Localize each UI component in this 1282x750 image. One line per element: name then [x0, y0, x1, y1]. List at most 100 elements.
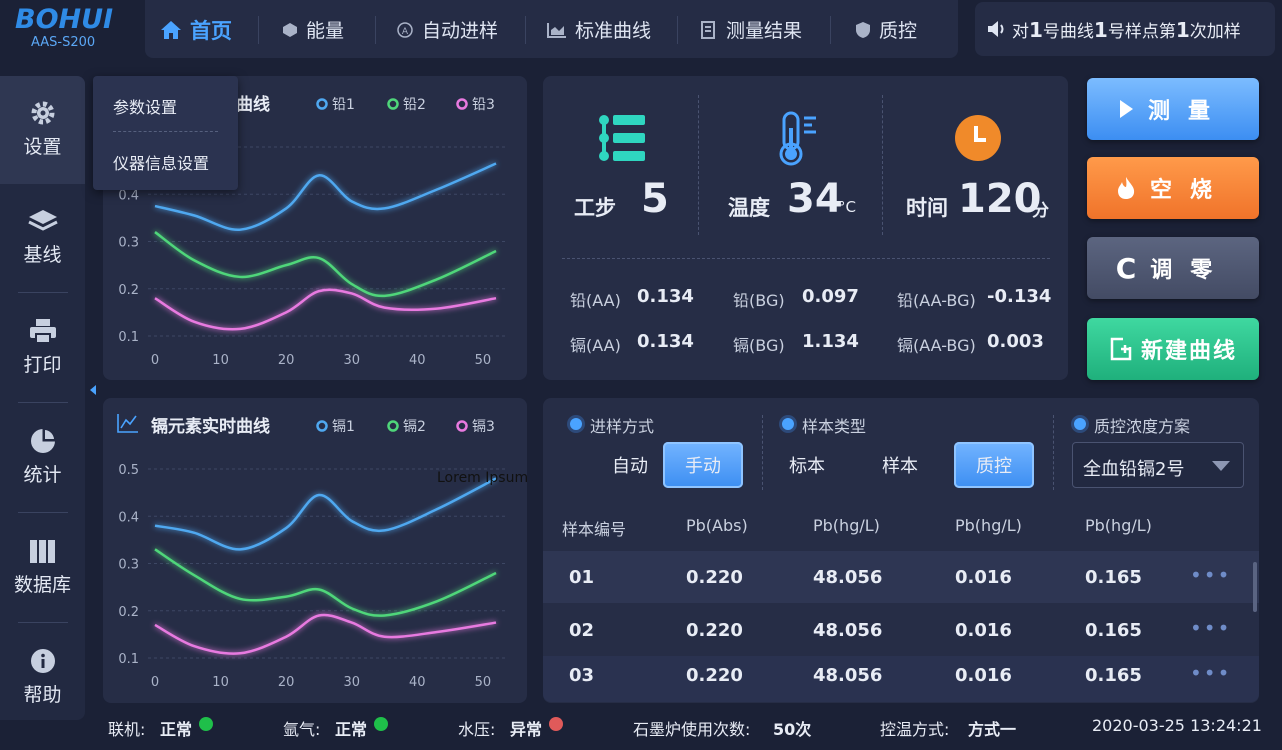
table-cell: 02: [569, 620, 595, 641]
select-box[interactable]: 全血铅镉2号: [1072, 442, 1244, 488]
x-tick-label: 50: [475, 675, 492, 690]
menu-item[interactable]: 仪器信息设置: [113, 154, 210, 173]
status-label: 水压:: [458, 720, 496, 739]
scrollbar[interactable]: [1253, 562, 1257, 612]
series-line: [154, 231, 497, 298]
select-value: 全血铅镉2号: [1083, 459, 1185, 480]
x-tick-label: 30: [343, 675, 360, 690]
radio-dot[interactable]: [570, 418, 582, 430]
legend-marker: [456, 420, 468, 432]
step-icon: [599, 115, 645, 161]
option-button[interactable]: 样本: [882, 456, 918, 477]
table-cell: 0.220: [686, 567, 743, 588]
status-value: 异常: [510, 720, 543, 739]
speaker-icon: [988, 21, 1004, 37]
group-title: 样本类型: [802, 417, 867, 436]
side-item[interactable]: 统计: [0, 404, 85, 512]
reading-value: 0.097: [802, 286, 859, 307]
radio-dot[interactable]: [782, 418, 794, 430]
menu-divider: [113, 131, 218, 132]
chart-panel: 镉元素实时曲线 镉1 镉2 镉3 0.1 0.2 0.3 0.4 0.5 0 10 20 30 40 50 L…: [103, 398, 528, 703]
reading-value: 0.003: [987, 331, 1044, 352]
status-value: 50次: [773, 720, 812, 739]
status-label: 氩气:: [283, 720, 321, 739]
side-item[interactable]: 设置: [0, 76, 85, 184]
menu-item[interactable]: 参数设置: [113, 98, 178, 117]
nav-item[interactable]: A 自动进样: [396, 16, 498, 43]
row-menu[interactable]: •••: [1190, 661, 1232, 685]
status-dot: [374, 717, 388, 731]
table-header: Pb(hg/L): [955, 516, 1022, 535]
option-button[interactable]: 手动: [663, 442, 743, 488]
table-row-bg: [543, 656, 1259, 702]
row-menu[interactable]: •••: [1190, 616, 1232, 640]
side-item[interactable]: 数据库: [0, 514, 85, 622]
table-cell: 01: [569, 567, 595, 588]
radio-dot[interactable]: [1074, 418, 1086, 430]
legend-label: 铅3: [472, 97, 495, 113]
stat-label: 工步: [574, 196, 616, 220]
table-row-bg: [543, 551, 1259, 603]
table-cell: 48.056: [813, 665, 883, 686]
table-cell: 0.220: [686, 620, 743, 641]
nav-label: 首页: [190, 19, 232, 43]
legend-marker: [387, 98, 399, 110]
zero-button[interactable]: C 调零: [1087, 237, 1259, 299]
series-line: [154, 548, 497, 617]
table-cell: 0.165: [1085, 665, 1142, 686]
status-label: 控温方式:: [880, 720, 950, 739]
nav-item[interactable]: 标准曲线: [547, 16, 651, 43]
side-item[interactable]: 帮助: [0, 624, 85, 732]
table-cell: 0.016: [955, 620, 1012, 641]
y-tick-label: 0.1: [118, 330, 139, 345]
reading-label: 镉(AA): [570, 336, 621, 355]
stat-label: 温度: [728, 196, 770, 220]
model: AAS-S200: [31, 35, 96, 50]
legend-marker: [456, 98, 468, 110]
burn-button[interactable]: 空烧: [1087, 157, 1259, 219]
nav-item[interactable]: 质控: [855, 16, 917, 43]
x-tick-label: 0: [151, 353, 159, 368]
legend-label: 镉1: [332, 419, 355, 435]
y-tick-label: 0.2: [118, 283, 139, 298]
nav-bar: [145, 0, 958, 58]
measure-button[interactable]: 测量: [1087, 78, 1259, 140]
x-tick-label: 10: [212, 353, 229, 368]
chart-title: 镉元素实时曲线: [151, 416, 270, 437]
legend-label: 铅1: [332, 97, 355, 113]
collapse-arrow[interactable]: [88, 384, 98, 396]
x-tick-label: 40: [409, 675, 426, 690]
status-value: 正常: [160, 720, 193, 739]
table-cell: 0.220: [686, 665, 743, 686]
x-tick-label: 10: [212, 675, 229, 690]
nav-item[interactable]: 首页: [160, 15, 232, 45]
side-item[interactable]: 打印: [0, 294, 85, 402]
option-button[interactable]: 质控: [954, 442, 1034, 488]
table-header: 样本编号: [562, 520, 627, 539]
logo: BOHUI: [15, 4, 114, 35]
legend-marker: [316, 420, 328, 432]
nav-label: 标准曲线: [575, 20, 652, 42]
nav-item[interactable]: 能量: [282, 16, 344, 43]
reading-value: 1.134: [802, 331, 859, 352]
table-cell: 0.165: [1085, 620, 1142, 641]
series-line: [154, 162, 497, 231]
stat-value: 34: [787, 176, 843, 222]
chart: 镉元素实时曲线 镉1 镉2 镉3 0.1 0.2 0.3 0.4 0.5 0 10 20 30 40 50 L…: [117, 414, 528, 690]
side-item[interactable]: 基线: [0, 184, 85, 292]
option-button[interactable]: 标本: [789, 456, 825, 477]
series-line: [154, 477, 497, 551]
y-tick-label: 0.4: [118, 188, 139, 203]
y-tick-label: 0.4: [118, 510, 139, 525]
legend-marker: [387, 420, 399, 432]
new-curve-button[interactable]: 新建曲线: [1087, 318, 1259, 380]
nav-item[interactable]: 测量结果: [700, 16, 802, 43]
status-label: 石墨炉使用次数:: [633, 720, 751, 739]
row-menu[interactable]: •••: [1190, 563, 1232, 587]
y-tick-label: 0.5: [118, 463, 139, 478]
table-cell: 03: [569, 665, 595, 686]
option-button[interactable]: 自动: [612, 456, 648, 477]
datetime: 2020-03-25 13:24:21: [1092, 716, 1262, 735]
stat-unit: °C: [838, 198, 856, 216]
